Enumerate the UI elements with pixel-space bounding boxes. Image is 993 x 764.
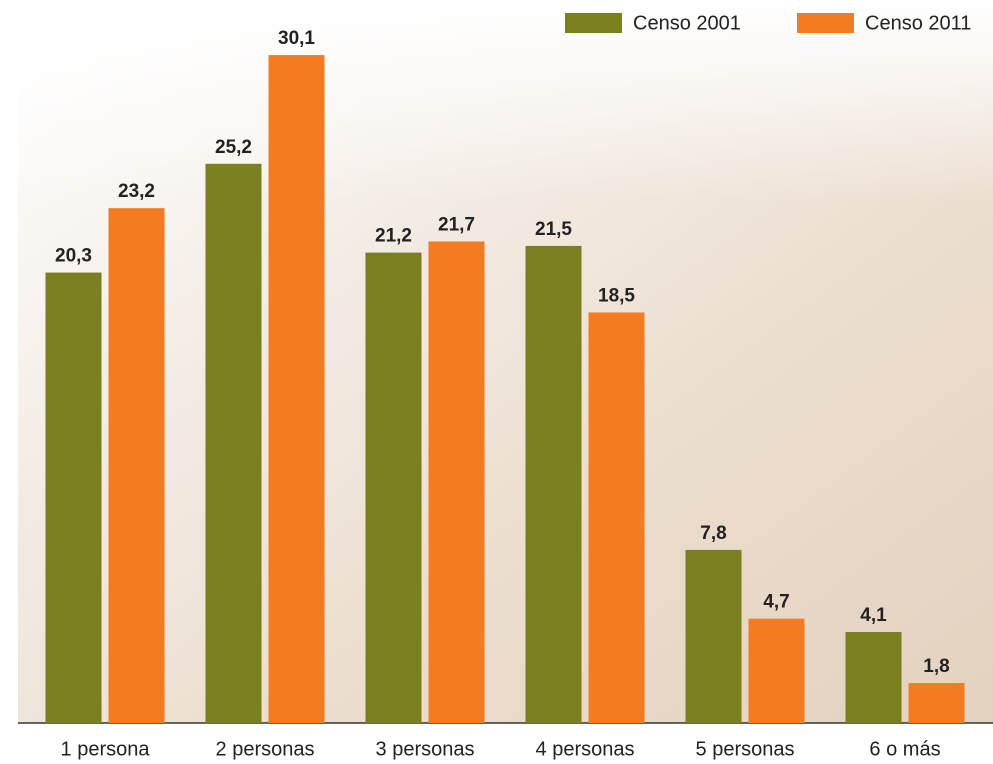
value-label: 7,8 [700,523,726,544]
legend-swatch [797,13,854,33]
x-tick-label: 1 persona [61,738,151,760]
chart: 1 persona 20,3 23,2 2 personas 25,2 30,1 3 per… [0,0,993,764]
bar [269,55,325,723]
legend-swatch [565,13,622,33]
bar [589,312,645,723]
value-label: 18,5 [598,286,635,307]
value-label: 1,8 [923,656,949,677]
bar [46,273,102,723]
x-tick-label: 4 personas [536,738,635,760]
bar [909,683,965,723]
x-tick-label: 6 o más [869,738,940,760]
bar [206,164,262,723]
value-label: 30,1 [278,28,315,49]
bar [846,632,902,723]
value-label: 21,2 [375,226,412,247]
bar [109,208,165,723]
bar [429,241,485,723]
value-label: 4,1 [860,605,887,626]
value-label: 25,2 [215,137,252,158]
bar [749,619,805,723]
value-label: 23,2 [118,181,155,202]
x-tick-label: 5 personas [696,738,795,760]
value-label: 21,7 [438,214,475,235]
value-label: 4,7 [763,592,789,613]
legend-label: Censo 2011 [865,12,971,34]
value-label: 20,3 [55,246,92,267]
bar [526,246,582,723]
bar [366,253,422,723]
x-tick-label: 2 personas [216,738,315,760]
legend-label: Censo 2001 [633,12,741,34]
bar [686,550,742,723]
x-tick-label: 3 personas [376,738,475,760]
value-label: 21,5 [535,219,572,240]
